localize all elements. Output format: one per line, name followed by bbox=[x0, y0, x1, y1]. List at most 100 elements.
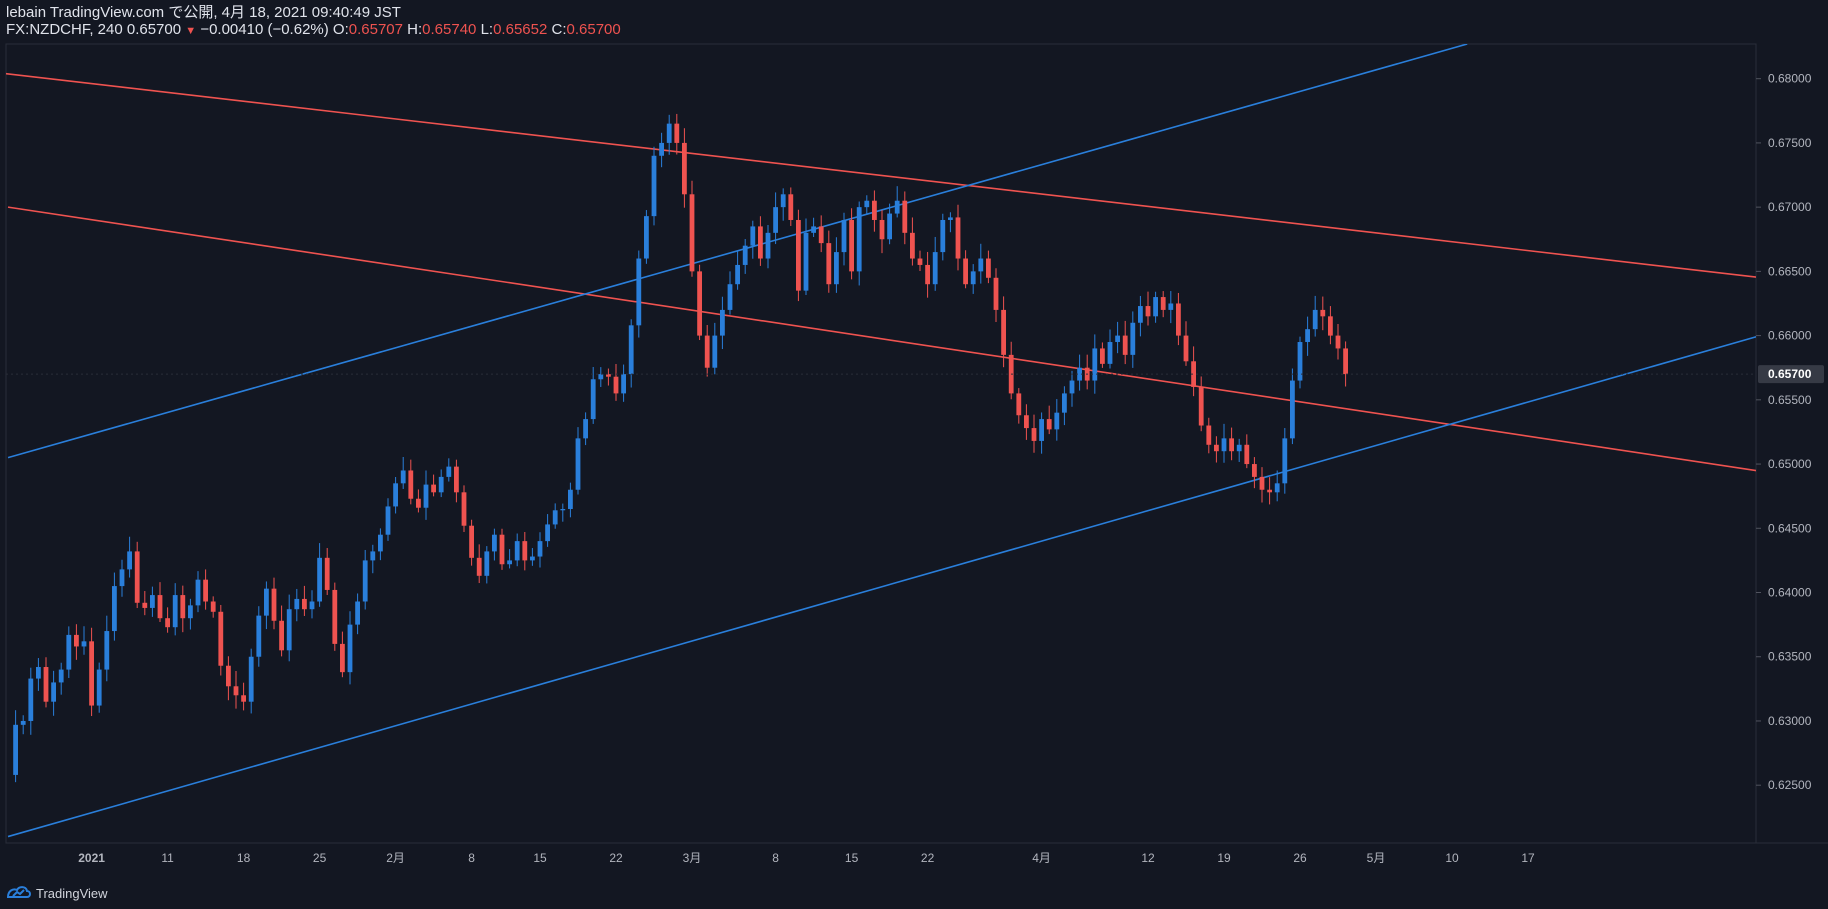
x-tick-label: 26 bbox=[1293, 851, 1307, 865]
candle bbox=[1145, 306, 1151, 317]
candle bbox=[727, 284, 733, 310]
candle bbox=[1024, 415, 1029, 429]
candle bbox=[872, 200, 877, 220]
candle bbox=[150, 595, 155, 608]
candle bbox=[796, 219, 801, 291]
candle bbox=[1320, 309, 1326, 317]
low-value: 0.65652 bbox=[493, 21, 548, 38]
candle bbox=[530, 556, 535, 561]
candle bbox=[74, 634, 79, 647]
candle bbox=[758, 226, 763, 259]
candle bbox=[1016, 393, 1022, 416]
candle bbox=[606, 374, 611, 377]
y-tick-label: 0.65000 bbox=[1768, 457, 1812, 471]
y-tick-label: 0.63000 bbox=[1768, 714, 1812, 728]
candle bbox=[271, 588, 277, 621]
candle bbox=[1229, 438, 1234, 452]
plot-frame bbox=[5, 43, 1757, 844]
candle bbox=[818, 226, 824, 244]
candle bbox=[636, 258, 642, 326]
candles-layer bbox=[13, 113, 1348, 783]
candle bbox=[1001, 309, 1006, 355]
candle bbox=[955, 217, 961, 259]
candle bbox=[773, 207, 778, 233]
candle bbox=[119, 569, 125, 587]
candle bbox=[294, 598, 300, 610]
candle bbox=[659, 142, 664, 156]
candle bbox=[1267, 489, 1272, 493]
drawing-layer bbox=[6, 44, 1756, 838]
y-tick-label: 0.64000 bbox=[1768, 586, 1812, 600]
candle bbox=[127, 551, 132, 570]
x-tick-label: 8 bbox=[772, 851, 779, 865]
x-tick-label: 22 bbox=[921, 851, 935, 865]
down-arrow-icon: ▼ bbox=[185, 25, 197, 37]
candle bbox=[560, 509, 566, 511]
candle bbox=[910, 232, 915, 259]
candle bbox=[1191, 361, 1196, 387]
candle bbox=[484, 551, 490, 576]
candle bbox=[454, 466, 459, 493]
candle bbox=[385, 506, 391, 535]
candle bbox=[834, 252, 839, 285]
candle bbox=[925, 264, 930, 285]
candle bbox=[644, 216, 649, 259]
candle bbox=[408, 470, 414, 499]
candle bbox=[1160, 297, 1166, 310]
candle bbox=[864, 200, 870, 208]
candle bbox=[545, 524, 550, 542]
x-tick-label: 11 bbox=[161, 851, 174, 865]
candle bbox=[894, 200, 900, 214]
candle bbox=[507, 560, 512, 565]
candle bbox=[1046, 419, 1052, 430]
candle bbox=[674, 123, 680, 143]
tradingview-logo-icon bbox=[6, 886, 31, 898]
candle bbox=[902, 200, 908, 233]
candle bbox=[1259, 476, 1265, 490]
candle bbox=[1236, 444, 1242, 452]
candle bbox=[332, 589, 338, 644]
candle bbox=[1115, 335, 1120, 343]
close-value: 0.65700 bbox=[566, 21, 621, 38]
candle bbox=[157, 595, 163, 619]
y-tick-label: 0.64500 bbox=[1768, 521, 1812, 535]
last-price-badge bbox=[1758, 365, 1824, 384]
candle bbox=[689, 194, 695, 272]
candle bbox=[476, 557, 482, 576]
candle bbox=[210, 601, 216, 612]
candle bbox=[826, 243, 832, 285]
candle bbox=[1297, 342, 1303, 381]
candle bbox=[355, 601, 360, 625]
chart-header: lebain TradingView.com で公開, 4月 18, 2021 … bbox=[6, 4, 621, 40]
candle bbox=[811, 226, 816, 233]
candle bbox=[613, 376, 619, 394]
trendline-lower-support bbox=[7, 336, 1756, 838]
candle bbox=[682, 142, 687, 195]
candle bbox=[1343, 348, 1348, 375]
candle bbox=[514, 541, 520, 561]
candle bbox=[340, 643, 345, 673]
candle bbox=[598, 374, 604, 380]
ohlc-line: FX:NZDCHF, 240 0.65700 ▼ −0.00410 (−0.62… bbox=[6, 21, 621, 40]
candle bbox=[1092, 348, 1098, 381]
y-tick-label: 0.63500 bbox=[1768, 650, 1812, 664]
candle bbox=[58, 669, 64, 683]
x-tick-label: 3月 bbox=[683, 851, 702, 865]
candle bbox=[203, 579, 208, 602]
x-tick-label: 2021 bbox=[78, 851, 105, 865]
candle bbox=[1069, 380, 1075, 394]
candle bbox=[1062, 393, 1067, 413]
y-tick-label: 0.62500 bbox=[1768, 778, 1812, 792]
candle bbox=[43, 667, 49, 702]
candle bbox=[446, 466, 452, 477]
candle bbox=[856, 207, 862, 272]
candle bbox=[286, 609, 292, 651]
candle bbox=[803, 232, 809, 291]
candle bbox=[1198, 386, 1204, 426]
candle bbox=[142, 602, 148, 608]
candle bbox=[742, 245, 748, 265]
x-tick-label: 4月 bbox=[1032, 851, 1051, 865]
candle bbox=[666, 123, 672, 143]
candle bbox=[970, 271, 976, 285]
